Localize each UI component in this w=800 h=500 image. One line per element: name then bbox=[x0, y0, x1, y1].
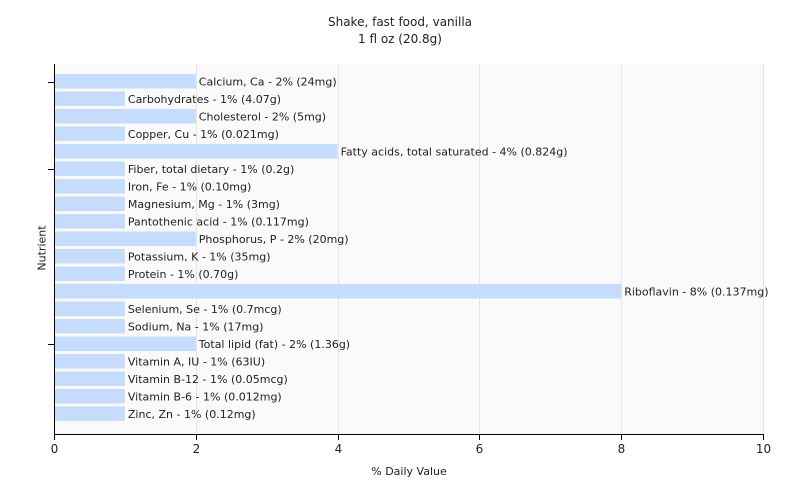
bar-label: Potassium, K - 1% (35mg) bbox=[128, 250, 271, 263]
bar bbox=[55, 196, 125, 211]
bar-labels: Calcium, Ca - 2% (24mg) Carbohydrates - 1… bbox=[128, 75, 769, 421]
bar bbox=[55, 266, 125, 281]
bar bbox=[55, 249, 125, 264]
bar-label: Selenium, Se - 1% (0.7mcg) bbox=[128, 303, 282, 316]
y-axis-label: Nutrient bbox=[35, 225, 49, 271]
bar-label: Phosphorus, P - 2% (20mg) bbox=[199, 233, 349, 246]
bar-label: Vitamin B-6 - 1% (0.012mg) bbox=[128, 390, 282, 403]
bar-label: Total lipid (fat) - 2% (1.36g) bbox=[198, 338, 350, 351]
bar-label: Iron, Fe - 1% (0.10mg) bbox=[128, 180, 251, 193]
bar bbox=[55, 74, 196, 89]
x-tick-label: 2 bbox=[193, 442, 201, 456]
bar bbox=[55, 319, 125, 334]
bar-label: Vitamin A, IU - 1% (63IU) bbox=[128, 355, 265, 368]
chart-subtitle: 1 fl oz (20.8g) bbox=[358, 32, 442, 46]
bar bbox=[55, 179, 125, 194]
bar-label: Cholesterol - 2% (5mg) bbox=[199, 110, 326, 123]
bar-label: Fatty acids, total saturated - 4% (0.824… bbox=[341, 145, 568, 158]
bar-label: Protein - 1% (0.70g) bbox=[128, 268, 239, 281]
x-tick-label: 0 bbox=[51, 442, 59, 456]
bar bbox=[55, 126, 125, 141]
bar-label: Carbohydrates - 1% (4.07g) bbox=[128, 93, 281, 106]
bar bbox=[55, 109, 196, 124]
bar bbox=[55, 389, 125, 404]
x-tick-label: 4 bbox=[335, 442, 343, 456]
x-axis-label: % Daily Value bbox=[371, 465, 447, 478]
bar-label: Magnesium, Mg - 1% (3mg) bbox=[128, 198, 280, 211]
bar-label: Pantothenic acid - 1% (0.117mg) bbox=[128, 215, 309, 228]
bar bbox=[55, 354, 125, 369]
x-tick-label: 10 bbox=[756, 442, 771, 456]
plot-background bbox=[54, 64, 763, 434]
bar bbox=[55, 214, 125, 229]
bar-label: Riboflavin - 8% (0.137mg) bbox=[624, 285, 768, 298]
chart-title: Shake, fast food, vanilla bbox=[327, 15, 473, 29]
bar-label: Zinc, Zn - 1% (0.12mg) bbox=[128, 408, 256, 421]
bar-label: Sodium, Na - 1% (17mg) bbox=[128, 320, 264, 333]
bar bbox=[55, 406, 125, 421]
bar-label: Copper, Cu - 1% (0.021mg) bbox=[128, 128, 279, 141]
bar-label: Fiber, total dietary - 1% (0.2g) bbox=[128, 163, 294, 176]
x-tick-label: 8 bbox=[618, 442, 626, 456]
bar bbox=[55, 161, 125, 176]
bar bbox=[55, 336, 196, 351]
bar-label: Vitamin B-12 - 1% (0.05mcg) bbox=[128, 373, 288, 386]
bar-label: Calcium, Ca - 2% (24mg) bbox=[199, 75, 337, 88]
bar bbox=[55, 144, 338, 159]
bar bbox=[55, 371, 125, 386]
grid-lines bbox=[196, 64, 764, 434]
x-tick-label: 6 bbox=[476, 442, 484, 456]
bar bbox=[55, 231, 196, 246]
axes: 0 2 4 6 8 10 bbox=[48, 64, 771, 456]
bar bbox=[55, 284, 622, 299]
bar bbox=[55, 301, 125, 316]
bars bbox=[55, 74, 622, 421]
bar bbox=[55, 91, 125, 106]
